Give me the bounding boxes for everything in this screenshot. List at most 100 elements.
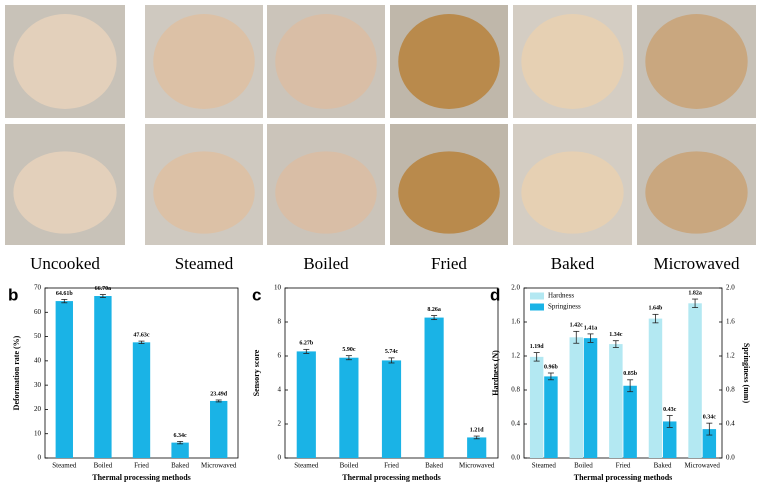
- error-bar: [652, 313, 659, 324]
- x-axis-label: Thermal processing methods: [342, 473, 441, 482]
- value-label: 0.85b: [623, 371, 638, 377]
- x-tick-label: Fried: [134, 462, 149, 470]
- x-tick-label: Fried: [616, 462, 631, 470]
- error-bar: [345, 355, 352, 361]
- error-bar: [431, 315, 438, 321]
- value-label: 66.70a: [95, 286, 112, 292]
- value-label: 1.34c: [609, 332, 623, 338]
- food-sample: [645, 151, 748, 234]
- value-label: 1.82a: [688, 290, 702, 296]
- bar: [467, 437, 487, 458]
- legend-label: Springiness: [548, 303, 581, 311]
- error-bar: [61, 298, 68, 304]
- y-tick-label: 20: [34, 405, 42, 413]
- y2-tick-label: 1.2: [726, 352, 735, 360]
- food-sample: [153, 151, 255, 234]
- value-label: 64.61b: [56, 291, 74, 297]
- error-bar: [627, 379, 634, 393]
- value-label: 8.26a: [427, 307, 441, 313]
- bar: [132, 342, 151, 458]
- value-label: 0.43c: [663, 407, 677, 413]
- x-tick-label: Steamed: [52, 462, 77, 470]
- error-bar: [587, 333, 594, 343]
- panel-label: b: [8, 285, 18, 304]
- error-bar: [138, 340, 145, 344]
- photo-label: Boiled: [303, 254, 349, 273]
- x-tick-label: Steamed: [532, 462, 557, 470]
- bar: [296, 351, 316, 458]
- x-tick-label: Microwaved: [459, 462, 495, 470]
- x-tick-label: Microwaved: [685, 462, 721, 470]
- bar: [544, 376, 558, 458]
- y2-axis-label: Springiness (mm): [742, 343, 751, 404]
- error-bar: [612, 340, 619, 348]
- plot-frame: [523, 287, 723, 459]
- value-label: 23.49d: [210, 391, 228, 397]
- value-label: 6.34c: [174, 433, 188, 439]
- y-tick-label: 60: [34, 308, 42, 316]
- error-bar: [388, 357, 395, 364]
- x-tick-label: Steamed: [294, 462, 319, 470]
- value-label: 0.96b: [544, 364, 559, 370]
- value-label: 5.90c: [342, 347, 356, 353]
- panel-label: c: [252, 285, 261, 304]
- legend-swatch: [530, 303, 544, 311]
- value-label: 1.21d: [470, 427, 485, 433]
- value-label: 1.42c: [570, 323, 584, 329]
- y-tick-label: 2: [278, 420, 282, 428]
- error-bar: [177, 440, 184, 445]
- y-tick-label: 70: [34, 284, 42, 292]
- bar: [583, 338, 598, 458]
- y-tick-label: 0.8: [511, 386, 520, 394]
- y-tick-label: 0: [278, 454, 282, 462]
- photo-label: Steamed: [175, 254, 234, 273]
- error-bar: [533, 352, 540, 362]
- value-label: 6.27b: [299, 341, 314, 347]
- error-bar: [303, 348, 310, 354]
- bar: [424, 317, 444, 458]
- y-tick-label: 10: [274, 284, 282, 292]
- bar: [702, 429, 717, 458]
- bar: [55, 301, 73, 458]
- y-tick-label: 6: [278, 352, 282, 360]
- y-tick-label: 1.2: [511, 352, 520, 360]
- value-label: 5.74c: [385, 349, 399, 355]
- bar: [171, 442, 189, 458]
- error-bar: [573, 330, 580, 344]
- x-tick-label: Baked: [654, 462, 672, 470]
- y-tick-label: 10: [34, 429, 42, 437]
- y-tick-label: 8: [278, 318, 282, 326]
- y-tick-label: 4: [278, 386, 282, 394]
- bar: [623, 385, 637, 458]
- legend-label: Hardness: [548, 292, 574, 300]
- photo-label: Microwaved: [654, 254, 740, 273]
- food-sample: [398, 151, 500, 234]
- value-label: 47.63c: [133, 332, 150, 338]
- y2-tick-label: 0.4: [726, 420, 735, 428]
- y-axis-label: Sensory score: [252, 349, 261, 396]
- y2-tick-label: 2.0: [726, 284, 735, 292]
- x-tick-label: Boiled: [94, 462, 113, 470]
- y-axis-label: Deformation rate (%): [12, 335, 21, 410]
- bar: [688, 303, 702, 458]
- value-label: 0.34c: [703, 415, 717, 421]
- error-bar: [706, 422, 713, 436]
- x-tick-label: Boiled: [574, 462, 593, 470]
- y-tick-label: 40: [34, 356, 42, 364]
- error-bar: [666, 415, 673, 428]
- bar: [662, 421, 677, 458]
- value-label: 1.64b: [649, 306, 664, 312]
- food-sample: [521, 151, 624, 234]
- error-bar: [215, 399, 222, 403]
- legend-swatch: [530, 292, 544, 300]
- y2-tick-label: 1.6: [726, 318, 735, 326]
- bar: [94, 296, 112, 458]
- food-sample: [13, 151, 117, 234]
- x-tick-label: Baked: [171, 462, 189, 470]
- bar: [648, 318, 663, 458]
- value-label: 1.19d: [530, 344, 545, 350]
- food-sample: [521, 14, 624, 109]
- food-sample: [13, 14, 117, 109]
- food-sample: [398, 14, 500, 109]
